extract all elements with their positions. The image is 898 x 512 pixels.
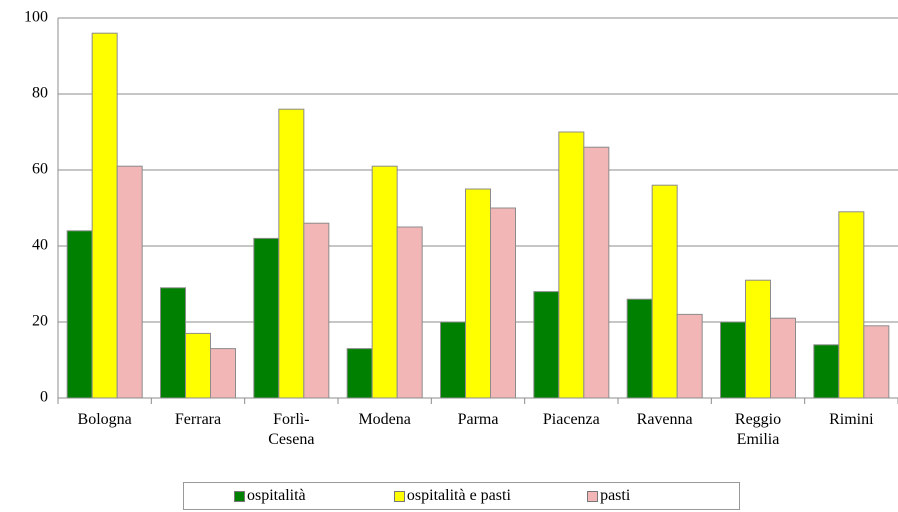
x-tick-label: Rimini (829, 411, 874, 428)
bar (66, 230, 93, 399)
x-tick-label: Forlì-Cesena (268, 411, 315, 448)
legend-item: pasti (587, 487, 739, 505)
x-tick-label: Reggio Emilia (734, 411, 782, 448)
bar (396, 226, 423, 399)
bar (651, 184, 678, 399)
bar (720, 321, 746, 399)
y-tick-label: 80 (32, 85, 48, 102)
legend: ospitalità ospitalità e pasti pasti (183, 482, 740, 510)
legend-swatch (234, 490, 245, 502)
bar (371, 165, 398, 399)
y-tick-label: 0 (40, 389, 48, 406)
legend-item: ospitalità (234, 487, 386, 505)
legend-item: ospitalità e pasti (393, 487, 579, 505)
legend-label: pasti (600, 487, 631, 504)
bar (160, 287, 186, 399)
legend-swatch (587, 490, 599, 502)
bar (346, 348, 373, 399)
bar (770, 317, 796, 399)
legend-label: ospitalità e pasti (406, 487, 511, 504)
bar (210, 348, 236, 399)
y-tick-label: 100 (24, 9, 48, 26)
x-tick-label: Parma (457, 411, 499, 428)
legend-swatch (393, 490, 405, 502)
bar (303, 222, 330, 399)
bar (440, 321, 466, 399)
bar (91, 32, 118, 399)
bar (533, 291, 560, 399)
x-tick-label: Ravenna (636, 411, 693, 428)
legend-label: ospitalità (247, 487, 306, 504)
bar (745, 279, 771, 399)
x-tick-label: Ferrara (174, 411, 222, 428)
bar (863, 325, 890, 399)
bar (626, 298, 653, 399)
y-tick-label: 60 (32, 161, 48, 178)
bar (116, 165, 143, 399)
x-tick-label: Modena (358, 411, 411, 428)
x-tick-label: Bologna (77, 411, 132, 428)
bar (838, 211, 865, 399)
bar (278, 108, 305, 399)
bar (185, 332, 211, 399)
y-tick-label: 40 (32, 237, 48, 254)
bar (813, 344, 840, 399)
y-tick-label: 20 (32, 313, 48, 330)
bar (558, 131, 585, 399)
bar (490, 207, 516, 399)
bar (583, 146, 610, 399)
x-tick-label: Piacenza (542, 411, 600, 428)
bar (465, 188, 491, 399)
bar (253, 237, 280, 399)
bar (676, 313, 703, 399)
